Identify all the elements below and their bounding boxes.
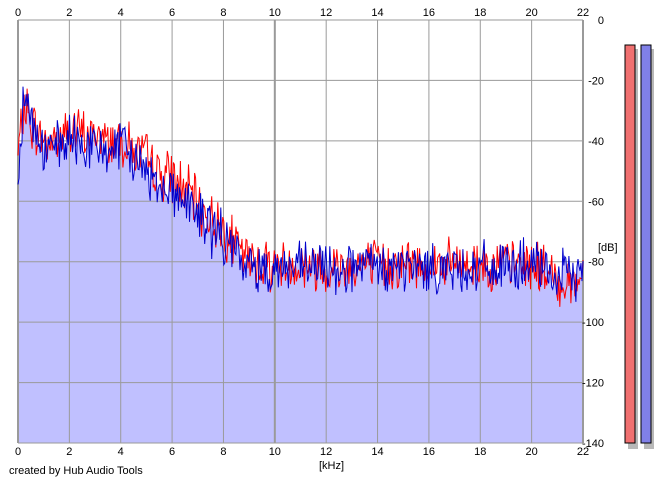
- x-tick-label: 4: [118, 446, 124, 458]
- y-tick-label: -140: [582, 438, 604, 450]
- x-tick-label: 10: [269, 446, 281, 458]
- y-tick-label: -100: [582, 317, 604, 329]
- x-tick-label: 14: [371, 7, 383, 19]
- x-tick-label: 18: [474, 7, 486, 19]
- x-tick-labels-bottom: 0 2 4 6 8 10 12 14 16 18 20 22: [15, 446, 589, 458]
- y-tick-labels: 0 -20 -40 -60 -80 -100 -120 -140: [582, 15, 604, 450]
- y-axis-label: [dB]: [598, 242, 618, 254]
- x-tick-label: 18: [474, 446, 486, 458]
- x-tick-label: 0: [15, 7, 21, 19]
- credit-text: created by Hub Audio Tools: [9, 465, 143, 477]
- x-tick-label: 12: [320, 446, 332, 458]
- x-tick-label: 22: [577, 446, 589, 458]
- spectrum-fill-layer: [18, 86, 583, 443]
- y-tick-label: 0: [598, 15, 604, 27]
- series-line: [17, 86, 584, 302]
- x-tick-label: 22: [577, 7, 589, 19]
- y-tick-label: -60: [588, 196, 604, 208]
- spectrum-fill: [18, 86, 583, 443]
- x-tick-label: 2: [66, 7, 72, 19]
- x-tick-label: 2: [66, 446, 72, 458]
- x-tick-label: 20: [526, 7, 538, 19]
- y-tick-label: -120: [582, 378, 604, 390]
- left-channel-level: [624, 44, 636, 444]
- level-meters: [624, 44, 654, 449]
- y-tick-label: -40: [588, 136, 604, 148]
- x-tick-label: 20: [526, 446, 538, 458]
- x-tick-label: 6: [169, 7, 175, 19]
- x-axis-label: [kHz]: [319, 460, 345, 472]
- y-tick-label: -80: [588, 257, 604, 269]
- x-tick-labels-top: 0 2 4 6 8 10 12 14 16 18 20 22: [15, 7, 589, 19]
- grid-lines: [17, 19, 584, 444]
- y-tick-label: -20: [588, 75, 604, 87]
- x-tick-label: 16: [423, 446, 435, 458]
- x-tick-label: 4: [118, 7, 124, 19]
- series-layer: [17, 86, 584, 307]
- x-tick-label: 14: [371, 446, 383, 458]
- x-tick-label: 8: [220, 446, 226, 458]
- x-tick-label: 16: [423, 7, 435, 19]
- x-tick-label: 0: [15, 446, 21, 458]
- x-tick-label: 12: [320, 7, 332, 19]
- x-tick-label: 6: [169, 446, 175, 458]
- right-channel-level: [640, 44, 652, 444]
- x-tick-label: 8: [220, 7, 226, 19]
- x-tick-label: 10: [269, 7, 281, 19]
